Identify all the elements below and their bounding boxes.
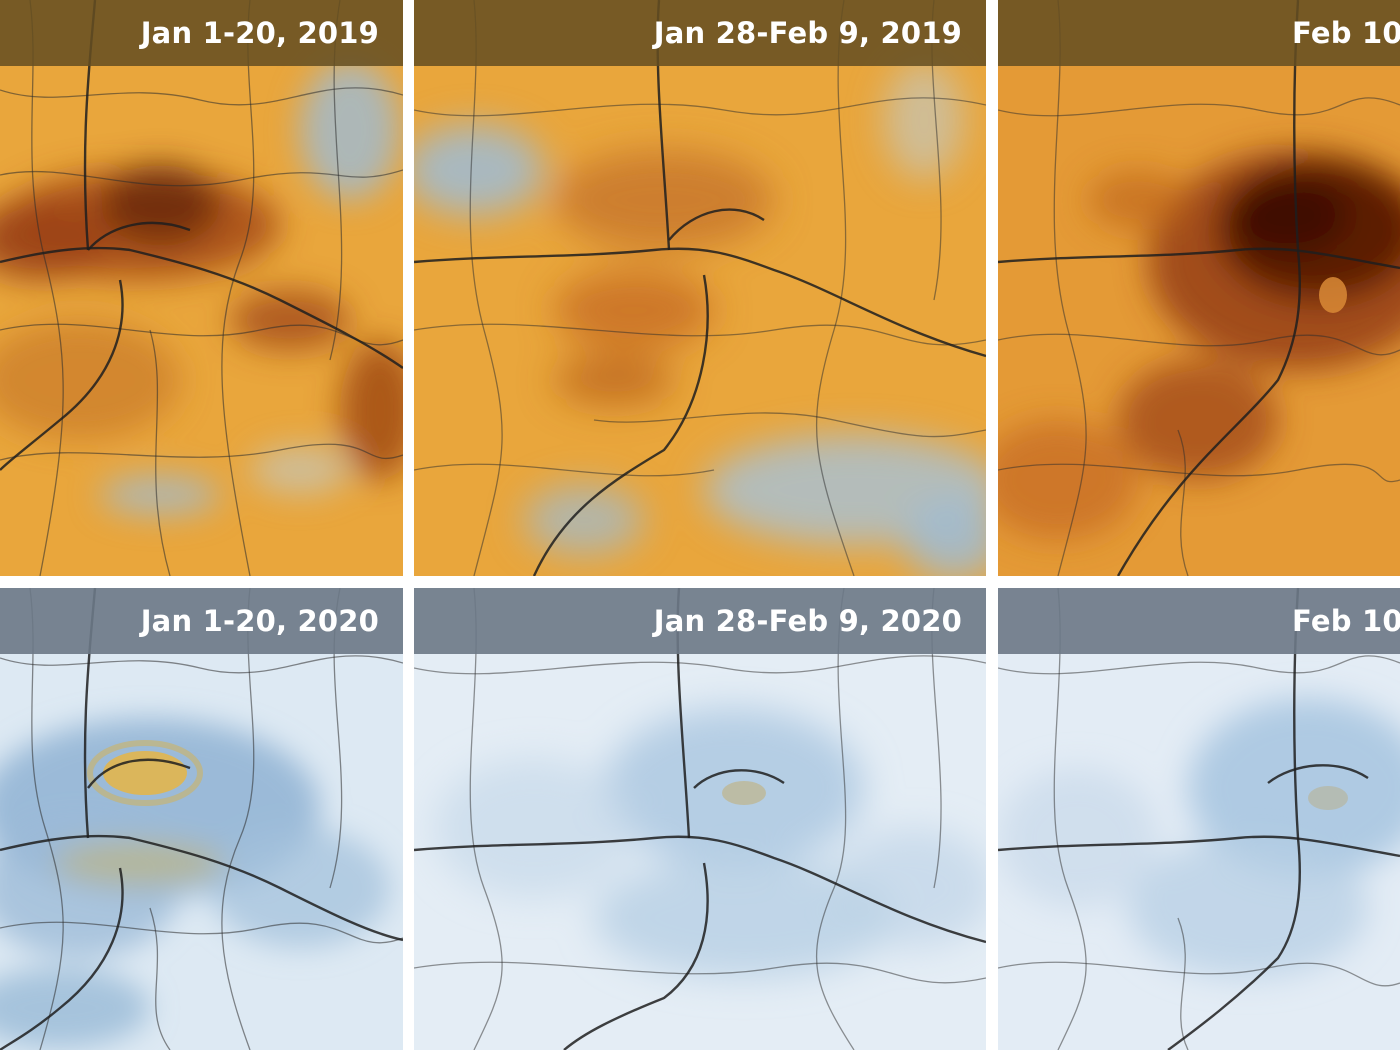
map-image xyxy=(998,588,1400,1050)
date-label-bar: Jan 1-20, 2019 xyxy=(0,0,403,66)
date-label: Jan 1-20, 2019 xyxy=(140,16,379,50)
date-label: Jan 1-20, 2020 xyxy=(140,604,379,638)
map-panel-2019-feb10: Feb 10 xyxy=(998,0,1400,576)
date-label-bar: Jan 1-20, 2020 xyxy=(0,588,403,654)
map-image xyxy=(0,588,403,1050)
date-label-bar: Jan 28-Feb 9, 2019 xyxy=(414,0,986,66)
map-image xyxy=(414,0,986,576)
map-panel-2020-jan1-20: Jan 1-20, 2020 xyxy=(0,588,403,1050)
date-label: Feb 10 xyxy=(1292,604,1400,638)
map-image xyxy=(998,0,1400,576)
map-panel-2020-feb10: Feb 10 xyxy=(998,588,1400,1050)
date-label-bar: Jan 28-Feb 9, 2020 xyxy=(414,588,986,654)
date-label: Feb 10 xyxy=(1292,16,1400,50)
map-panel-2019-jan1-20: Jan 1-20, 2019 xyxy=(0,0,403,576)
map-panel-2019-jan28-feb9: Jan 28-Feb 9, 2019 xyxy=(414,0,986,576)
date-label-bar: Feb 10 xyxy=(998,588,1400,654)
map-image xyxy=(414,588,986,1050)
date-label-bar: Feb 10 xyxy=(998,0,1400,66)
date-label: Jan 28-Feb 9, 2020 xyxy=(653,604,962,638)
map-panel-2020-jan28-feb9: Jan 28-Feb 9, 2020 xyxy=(414,588,986,1050)
date-label: Jan 28-Feb 9, 2019 xyxy=(653,16,962,50)
map-image xyxy=(0,0,403,576)
